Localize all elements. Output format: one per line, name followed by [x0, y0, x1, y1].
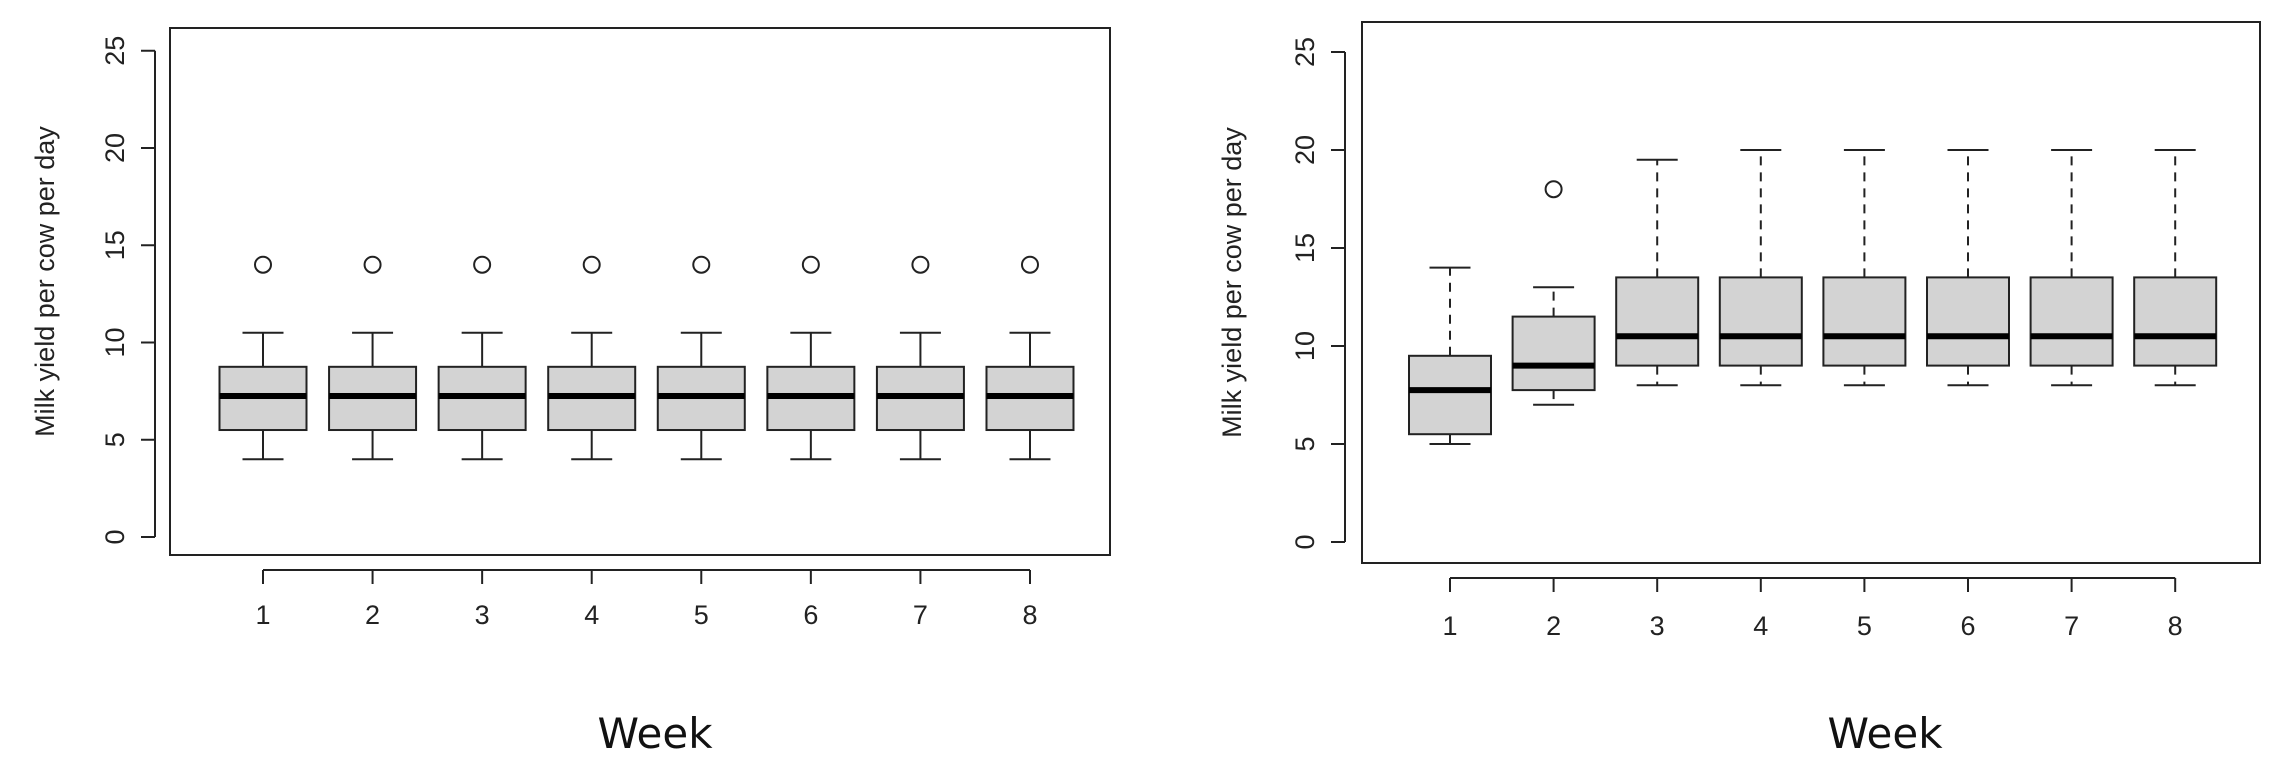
x-axis-label: Week — [1827, 709, 1943, 758]
x-tick-label: 8 — [2168, 611, 2183, 641]
x-tick-label: 4 — [1753, 611, 1768, 641]
box-week-5 — [1822, 149, 1907, 387]
x-tick-label: 5 — [1857, 611, 1872, 641]
x-tick-label: 1 — [1442, 611, 1457, 641]
box-week-1 — [218, 255, 308, 461]
y-axis-label: Milk yield per cow per day — [30, 126, 60, 437]
iqr-box — [1408, 354, 1492, 436]
y-tick-label: 25 — [100, 36, 130, 66]
iqr-box — [1615, 276, 1700, 367]
box-week-4 — [1718, 149, 1803, 387]
x-tick-label: 6 — [803, 600, 818, 630]
box-week-1 — [1408, 266, 1492, 445]
chart-left: 0 5 10 15 20 25 Milk yield per cow per day 1 2 3 4… — [30, 27, 1111, 758]
plot-frame — [169, 27, 1111, 556]
x-tick-label: 4 — [584, 600, 599, 630]
y-tick-label: 10 — [1290, 331, 1320, 361]
y-tick-label: 5 — [100, 432, 130, 447]
y-tick-label: 5 — [1290, 436, 1320, 451]
outlier-point — [1544, 180, 1563, 199]
y-tick-label: 15 — [1290, 233, 1320, 263]
x-tick-label: 2 — [365, 600, 380, 630]
y-axis-label: Milk yield per cow per day — [1217, 127, 1247, 438]
box-week-2 — [328, 255, 418, 461]
box-week-6 — [1926, 149, 2010, 387]
x-tick-label: 6 — [1960, 611, 1975, 641]
x-tick-label: 2 — [1546, 611, 1561, 641]
iqr-box — [2029, 276, 2114, 367]
box-week-7 — [875, 255, 965, 461]
iqr-box — [1926, 276, 2010, 367]
x-axis-label: Week — [597, 709, 713, 758]
iqr-box — [1822, 276, 1907, 367]
outlier-point — [254, 255, 272, 274]
y-tick-label: 0 — [100, 529, 130, 544]
y-tick-label: 0 — [1290, 534, 1320, 549]
box-week-5 — [656, 255, 746, 461]
outlier-point — [911, 255, 930, 274]
x-tick-label: 5 — [694, 600, 709, 630]
y-tick-label: 20 — [100, 133, 130, 163]
outlier-point — [1020, 255, 1039, 274]
box-week-8 — [2133, 149, 2218, 387]
x-tick-label: 1 — [255, 600, 270, 630]
box-week-4 — [547, 255, 637, 461]
y-tick-label: 10 — [100, 327, 130, 357]
iqr-box — [2133, 276, 2218, 367]
x-tick-label: 3 — [475, 600, 490, 630]
box-week-3 — [1615, 158, 1700, 387]
outlier-point — [801, 255, 820, 274]
box-week-6 — [766, 255, 856, 461]
y-tick-label: 25 — [1290, 37, 1320, 67]
chart-right: 0 5 10 15 20 25 Milk yield per cow per day 1 2 3 4… — [1217, 21, 2261, 758]
x-tick-label: 8 — [1022, 600, 1037, 630]
x-tick-label: 7 — [2064, 611, 2079, 641]
y-tick-label: 15 — [100, 230, 130, 260]
box-week-3 — [437, 255, 527, 461]
x-tick-label: 7 — [913, 600, 928, 630]
outlier-point — [582, 255, 601, 274]
iqr-box — [1511, 315, 1596, 392]
box-week-7 — [2029, 149, 2114, 387]
box-week-8 — [985, 255, 1075, 461]
outlier-point — [473, 255, 492, 274]
outlier-point — [363, 255, 382, 274]
box-week-2 — [1511, 180, 1596, 406]
y-tick-label: 20 — [1290, 135, 1320, 165]
plot-frame — [1361, 21, 2261, 564]
x-tick-label: 3 — [1650, 611, 1665, 641]
iqr-box — [1718, 276, 1803, 367]
outlier-point — [692, 255, 711, 274]
